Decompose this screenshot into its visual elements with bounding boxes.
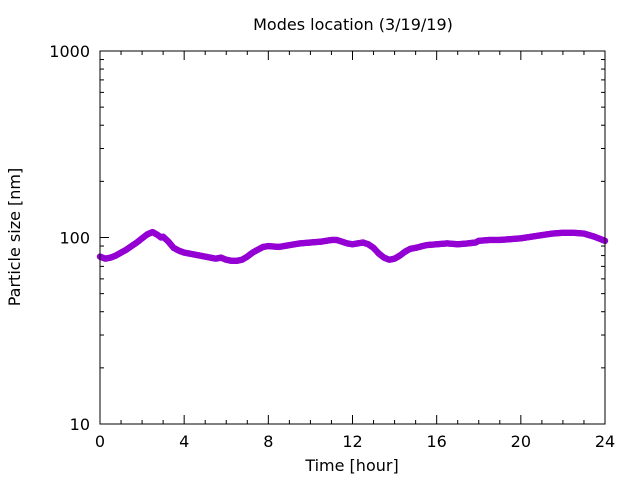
x-tick-label: 0 [95,432,105,451]
y-tick-label: 100 [59,229,90,248]
data-points [96,228,609,264]
chart-title: Modes location (3/19/19) [253,15,453,34]
x-tick-label: 12 [342,432,362,451]
x-tick-label: 16 [426,432,446,451]
x-tick-label: 8 [263,432,273,451]
plot-frame [99,50,606,425]
y-axis-label: Particle size [nm] [5,168,24,307]
x-tick-label: 24 [595,432,615,451]
axis-ticks: 0 4 8 12 16 20 24 10 100 1000 [49,42,615,451]
x-tick-label: 4 [179,432,189,451]
x-axis-label: Time [hour] [304,456,398,475]
x-tick-label: 20 [511,432,531,451]
y-tick-label: 10 [70,415,90,434]
y-tick-label: 1000 [49,42,90,61]
